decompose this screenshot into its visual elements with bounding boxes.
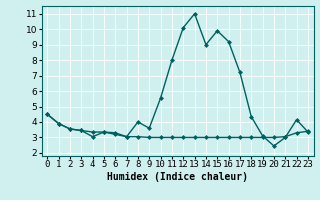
- X-axis label: Humidex (Indice chaleur): Humidex (Indice chaleur): [107, 172, 248, 182]
